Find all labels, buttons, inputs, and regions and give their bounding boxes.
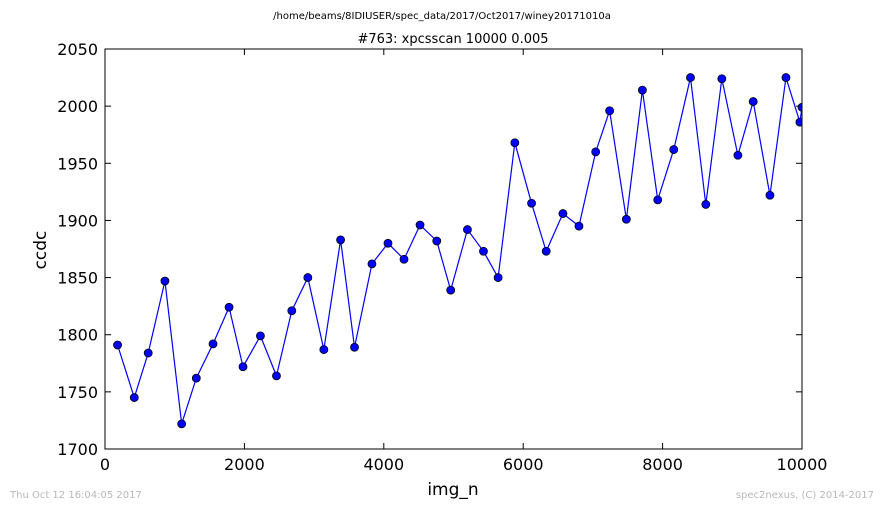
series-line — [116, 77, 802, 425]
data-point — [160, 276, 170, 286]
data-point — [272, 371, 281, 381]
data-point — [287, 306, 297, 316]
data-point — [336, 235, 345, 245]
x-tick-label: 2000 — [224, 455, 265, 474]
data-point — [303, 273, 313, 282]
footer-credit: spec2nexus, (C) 2014-2017 — [736, 490, 874, 501]
data-point — [748, 97, 758, 106]
data-point — [558, 209, 568, 218]
y-tick-label: 1900 — [57, 211, 98, 230]
suptitle: /home/beams/8IDIUSER/spec_data/2017/Oct2… — [273, 11, 611, 22]
data-point — [143, 348, 153, 358]
data-point — [605, 106, 615, 116]
chart-title: #763: xpcsscan 10000 0.005 — [357, 32, 548, 47]
data-point — [238, 362, 248, 372]
data-point — [795, 117, 802, 127]
x-tick-label: 4000 — [363, 455, 404, 474]
data-point — [621, 214, 631, 224]
data-point — [541, 246, 551, 256]
data-point — [113, 340, 122, 350]
x-tick-label: 8000 — [642, 455, 683, 474]
data-point — [717, 74, 727, 84]
data-point — [208, 339, 218, 349]
footer-timestamp: Thu Oct 12 16:04:05 2017 — [9, 490, 142, 501]
data-point — [765, 190, 775, 200]
x-tick-label: 0 — [100, 455, 110, 474]
data-point — [399, 254, 409, 264]
data-point — [733, 150, 743, 160]
data-point — [383, 238, 393, 248]
data-point — [129, 393, 139, 402]
data-point — [653, 195, 663, 205]
y-tick-label: 1750 — [57, 383, 98, 402]
data-point — [446, 285, 456, 295]
y-tick-label: 1800 — [57, 326, 98, 345]
data-point — [797, 102, 802, 112]
axes-frame — [104, 48, 803, 450]
x-tick-label: 10000 — [777, 455, 828, 474]
data-point — [574, 221, 584, 231]
data-point — [527, 198, 536, 208]
data-point — [493, 273, 503, 282]
data-point — [591, 147, 601, 157]
y-tick-label: 1850 — [57, 269, 98, 288]
x-axis-label: img_n — [427, 480, 478, 500]
data-point — [686, 73, 695, 82]
x-tick-label: 6000 — [503, 455, 544, 474]
series-group — [113, 73, 802, 429]
y-tick-label: 1950 — [57, 154, 98, 173]
data-point — [224, 302, 234, 312]
data-point — [669, 145, 679, 154]
data-point — [510, 138, 520, 148]
data-point — [191, 373, 201, 383]
data-point — [701, 200, 711, 209]
data-point — [637, 85, 647, 95]
data-point — [479, 246, 488, 256]
data-point — [367, 259, 377, 269]
y-tick-label: 2050 — [57, 40, 98, 59]
data-point — [319, 345, 329, 354]
data-point — [415, 220, 425, 230]
data-point — [781, 73, 791, 82]
data-point — [256, 331, 265, 341]
plot-area: 0 2000 4000 6000 8000 10000 1700 1750 1800 1850 19… — [57, 40, 827, 474]
data-point — [177, 419, 187, 429]
data-point — [432, 236, 442, 246]
y-axis-label: ccdc — [31, 231, 51, 270]
data-point — [350, 342, 359, 352]
y-tick-label: 1700 — [57, 440, 98, 459]
data-point — [463, 225, 472, 234]
y-tick-label: 2000 — [57, 97, 98, 116]
